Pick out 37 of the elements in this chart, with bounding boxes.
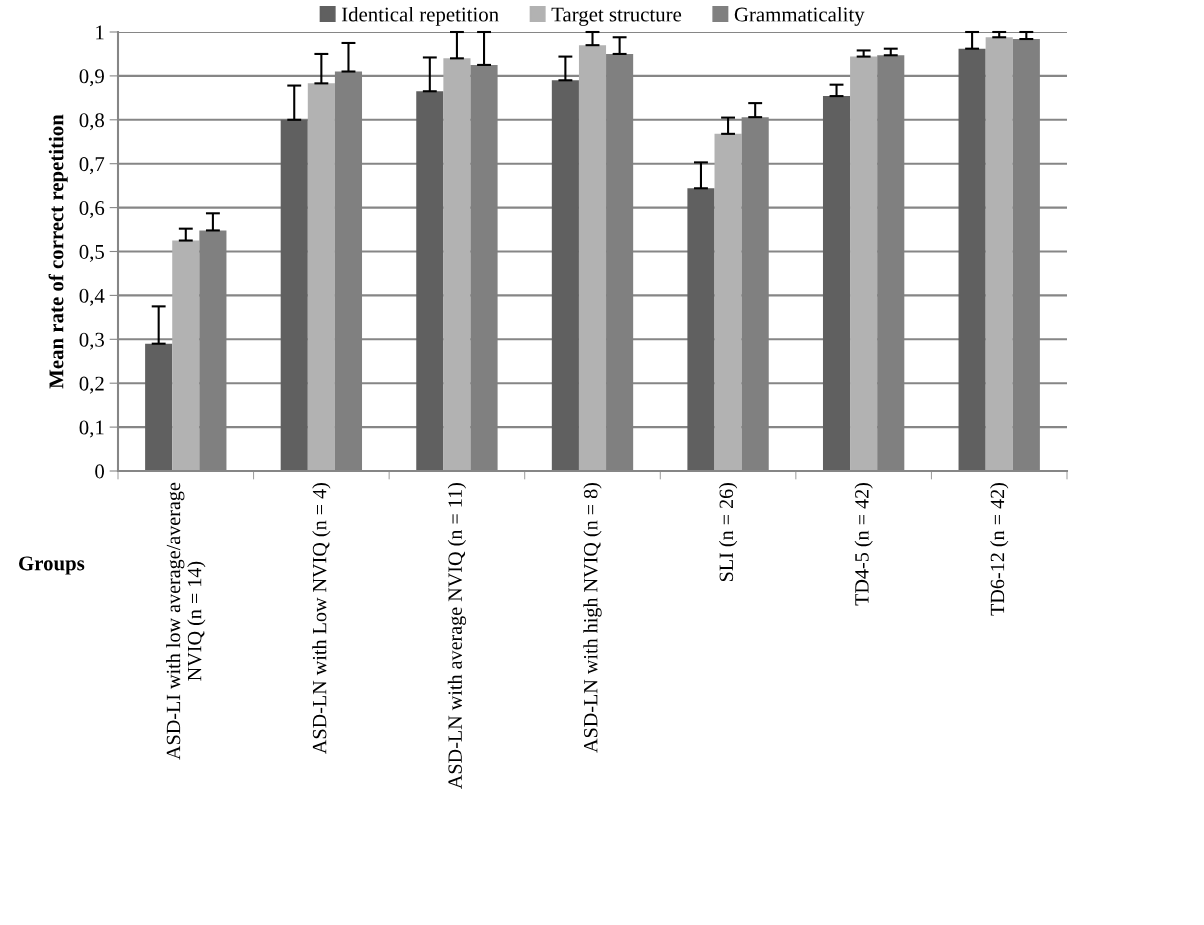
y-tick-label: 0,1 [79,420,104,438]
x-tick-label: ASD-LI with low average/average NVIQ (n = 14) [166,482,206,760]
legend-label: Target structure [551,7,682,26]
legend-label: Identical repetition [341,6,499,26]
y-tick-label: 0,7 [79,157,105,175]
x-tick-label: TD4-5 (n = 42) [854,482,873,606]
y-axis-title: Mean rate of correct repetition [48,114,68,389]
y-tick-label: 0,4 [79,288,105,306]
x-tick-label: ASD-LN with high NVIQ (n = 8) [583,482,602,753]
bar [172,240,200,471]
bar [714,133,742,471]
y-tick-label: 0,9 [79,69,104,87]
bar [416,91,444,471]
bar [687,188,715,471]
y-tick-label: 0,2 [79,376,104,394]
x-axis-title: Groups [19,556,85,575]
bar [985,37,1013,471]
y-tick-label: 0,5 [79,244,104,262]
y-tick-label: 1 [96,25,104,40]
bar [307,83,335,471]
bar [578,45,607,471]
bar [280,119,308,471]
y-tick-label: 0,8 [79,113,105,131]
bar [958,48,986,471]
bar [443,58,471,471]
y-tick-label: 0,6 [79,200,105,219]
x-tick-label: ASD-LN with average NVIQ (n = 11) [447,483,467,789]
y-tick-label: 0 [95,464,105,479]
legend-label: Grammaticality [734,6,865,26]
y-tick-label: 0,3 [79,332,104,350]
bar [551,80,579,471]
x-tick-label: TD6-12 (n = 42) [990,482,1009,616]
x-tick-label: SLI (n = 26) [718,482,738,582]
bar [822,96,851,471]
bar [145,343,173,471]
bar [850,56,878,471]
x-tick-label: ASD-LN with Low NVIQ (n = 4) [312,482,331,754]
